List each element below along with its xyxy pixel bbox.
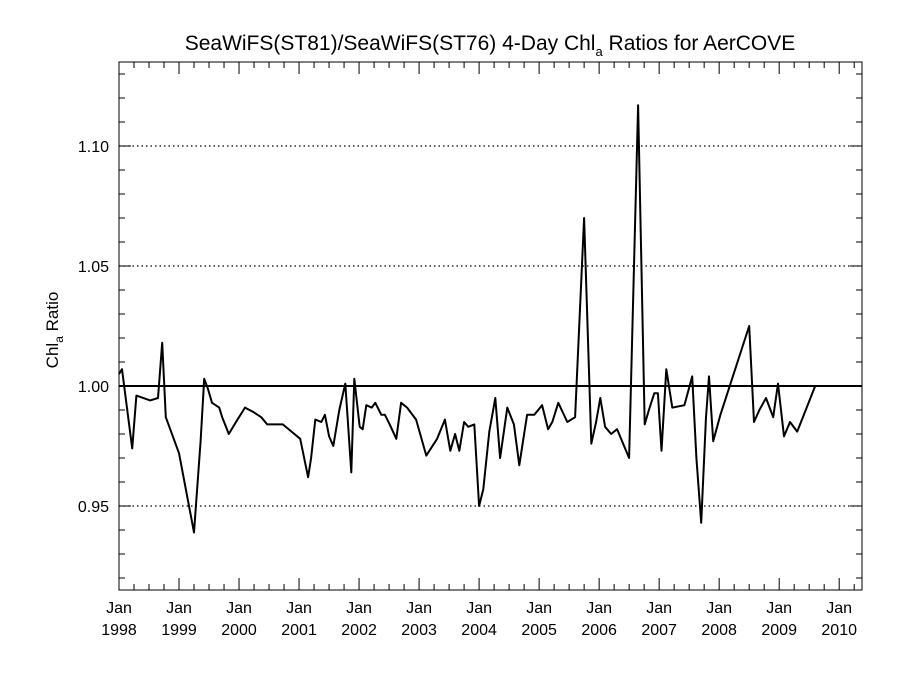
x-tick-month-4: Jan	[346, 600, 372, 617]
x-tick-year-8: 2006	[581, 622, 617, 639]
x-tick-month-9: Jan	[646, 600, 672, 617]
svg-text:Chla Ratio: Chla Ratio	[43, 292, 66, 369]
x-tick-month-8: Jan	[586, 600, 612, 617]
x-tick-year-4: 2002	[341, 622, 377, 639]
x-tick-year-3: 2001	[281, 622, 317, 639]
y-axis-label-subscript: a	[52, 336, 66, 343]
chart-title-rest: Ratios for AerCOVE	[603, 32, 796, 55]
chart-title: SeaWiFS(ST81)/SeaWiFS(ST76) 4-Day Chla R…	[185, 32, 796, 59]
x-tick-year-2: 2000	[221, 622, 257, 639]
x-tick-year-11: 2009	[761, 622, 797, 639]
x-tick-month-12: Jan	[826, 600, 852, 617]
y-tick-label-1: 1.00	[78, 379, 109, 396]
gridlines	[119, 145, 862, 507]
y-tick-label-3: 1.10	[78, 139, 109, 156]
chart-title-subscript: a	[595, 44, 603, 59]
x-tick-year-10: 2008	[701, 622, 737, 639]
axis-ticks	[118, 62, 862, 590]
chart-title-main: SeaWiFS(ST81)/SeaWiFS(ST76) 4-Day Chl	[185, 32, 596, 55]
x-tick-month-5: Jan	[406, 600, 432, 617]
x-tick-year-12: 2010	[821, 622, 857, 639]
x-tick-month-10: Jan	[706, 600, 732, 617]
x-tick-year-0: 1998	[101, 622, 137, 639]
x-tick-year-7: 2005	[521, 622, 557, 639]
x-tick-month-11: Jan	[766, 600, 792, 617]
y-axis-label: Chla Ratio	[43, 292, 66, 369]
series-group	[118, 104, 861, 534]
tick-labels: 0.95 1.00 1.05 1.10 Jan 1998 Jan 1999 Jan 2000 Jan…	[78, 139, 857, 639]
x-tick-month-1: Jan	[166, 600, 192, 617]
x-tick-year-6: 2004	[461, 622, 497, 639]
y-axis-label-rest: Ratio	[43, 292, 62, 336]
x-tick-month-0: Jan	[106, 600, 132, 617]
series-line-0	[118, 104, 861, 534]
y-tick-label-2: 1.05	[78, 259, 109, 276]
x-tick-month-7: Jan	[526, 600, 552, 617]
x-tick-month-3: Jan	[286, 600, 312, 617]
x-tick-month-2: Jan	[226, 600, 252, 617]
x-tick-year-5: 2003	[401, 622, 437, 639]
x-tick-month-6: Jan	[466, 600, 492, 617]
x-tick-year-9: 2007	[641, 622, 677, 639]
y-tick-label-0: 0.95	[78, 499, 109, 516]
plot-frame	[118, 61, 863, 591]
y-axis-label-main: Chl	[43, 343, 62, 369]
x-tick-year-1: 1999	[161, 622, 197, 639]
